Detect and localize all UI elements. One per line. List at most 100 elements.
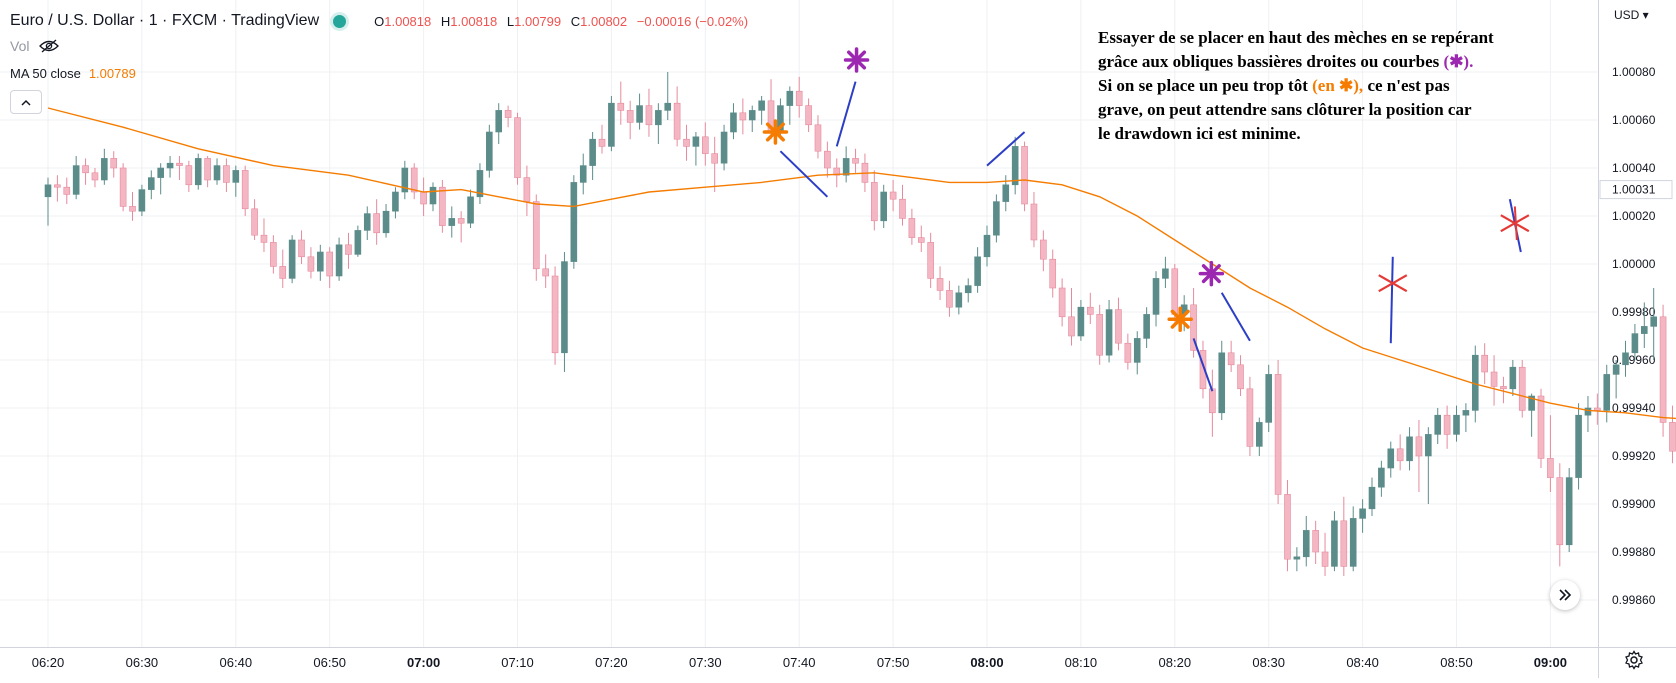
- annotation-line-1: Essayer de se placer en haut des mèches …: [1098, 28, 1494, 47]
- candle-down: [1312, 520, 1319, 564]
- collapse-legend-button[interactable]: [10, 90, 42, 114]
- double-chevron-right-icon: [1559, 589, 1572, 601]
- candle-down: [129, 192, 136, 221]
- candle-body: [486, 131, 493, 171]
- candle-body: [1612, 364, 1620, 375]
- candle-body: [814, 124, 822, 152]
- y-tick-label: 0.99880: [1612, 545, 1656, 559]
- candle-up: [748, 105, 756, 132]
- candle-down: [739, 98, 747, 135]
- candle-up: [467, 189, 474, 228]
- volume-label[interactable]: Vol: [10, 38, 30, 54]
- candle-down: [1659, 304, 1667, 437]
- cross-stroke: [1500, 214, 1530, 233]
- candle-body: [232, 170, 240, 183]
- candle-body: [1227, 352, 1235, 366]
- x-tick-label: 08:40: [1346, 655, 1379, 670]
- candle-down: [824, 141, 831, 178]
- candle-down: [899, 184, 906, 226]
- candle-body: [1547, 458, 1554, 478]
- candle-body: [1246, 388, 1254, 447]
- candle-up: [561, 252, 568, 372]
- candle-body: [1349, 518, 1357, 567]
- ma-label[interactable]: MA 50 close: [10, 66, 81, 81]
- candle-up: [486, 124, 493, 178]
- settings-gear-icon[interactable]: [1624, 650, 1644, 675]
- candle-body: [335, 244, 343, 277]
- candle-body: [476, 170, 484, 198]
- candle-up: [335, 237, 343, 281]
- candle-body: [1387, 448, 1395, 469]
- candle-down: [917, 225, 925, 252]
- y-tick-label: 0.99940: [1612, 401, 1656, 415]
- annotation-line-3-text: Si on se place un peu trop tôt: [1098, 76, 1313, 95]
- star-stroke: [1170, 309, 1190, 329]
- candle-down: [833, 158, 841, 188]
- candle-body: [1641, 326, 1648, 334]
- candle-down: [91, 168, 99, 188]
- candle-body: [317, 251, 324, 272]
- current-price-tag: [1599, 180, 1673, 200]
- candle-body: [579, 165, 587, 183]
- candle-down: [598, 124, 606, 154]
- candle-down: [617, 81, 625, 125]
- candle-down: [523, 165, 531, 216]
- candle-body: [946, 290, 953, 308]
- symbol-title[interactable]: Euro / U.S. Dollar · 1 · FXCM · TradingV…: [10, 12, 320, 29]
- candle-down: [1086, 292, 1094, 324]
- candle-up: [101, 148, 108, 185]
- candle-down: [1321, 532, 1329, 576]
- candle-body: [617, 102, 625, 111]
- scroll-to-realtime-button[interactable]: [1550, 580, 1580, 610]
- candle-down: [701, 122, 709, 166]
- candle-body: [1415, 436, 1423, 457]
- currency-selector[interactable]: USD ▾: [1614, 8, 1649, 22]
- candle-body: [786, 90, 794, 106]
- candle-down: [1415, 420, 1423, 492]
- candle-up: [974, 247, 981, 293]
- candle-body: [457, 218, 465, 224]
- candle-body: [1152, 278, 1160, 315]
- candle-down: [1500, 376, 1507, 404]
- candle-down: [542, 254, 549, 288]
- x-tick-label: 07:30: [689, 655, 722, 670]
- trendline: [986, 131, 1026, 167]
- eye-crossed-icon[interactable]: [39, 39, 60, 53]
- candle-down: [1058, 278, 1066, 327]
- candle-down: [805, 98, 812, 132]
- y-tick-label: 0.99980: [1612, 305, 1656, 319]
- candle-body: [701, 136, 709, 154]
- open-key: O: [374, 13, 385, 29]
- x-tick-label: 07:40: [783, 655, 816, 670]
- candle-up: [1612, 360, 1620, 399]
- candle-down: [260, 218, 268, 252]
- text-annotation[interactable]: Essayer de se placer en haut des mèches …: [1098, 26, 1578, 146]
- candle-up: [1218, 340, 1226, 420]
- candle-up: [166, 156, 174, 178]
- candle-body: [673, 102, 681, 140]
- candle-up: [72, 156, 80, 200]
- candle-down: [1209, 369, 1216, 437]
- candle-down: [1115, 297, 1122, 351]
- candle-up: [1302, 516, 1310, 567]
- candle-up: [1011, 136, 1019, 195]
- candle-down: [645, 88, 653, 137]
- candle-down: [279, 249, 287, 288]
- candle-down: [1068, 288, 1075, 346]
- candle-body: [176, 162, 183, 166]
- candle-body: [1302, 530, 1310, 558]
- candle-body: [880, 191, 888, 222]
- candle-body: [917, 237, 925, 243]
- candle-down: [1490, 355, 1498, 406]
- trendline: [779, 150, 829, 198]
- candle-body: [1171, 268, 1179, 315]
- candle-body: [185, 165, 193, 186]
- candle-body: [326, 251, 334, 277]
- candle-body: [1265, 374, 1272, 423]
- candle-up: [993, 194, 1000, 243]
- x-tick-label: 08:20: [1159, 655, 1192, 670]
- candle-body: [1143, 314, 1150, 339]
- x-tick-label: 07:10: [501, 655, 534, 670]
